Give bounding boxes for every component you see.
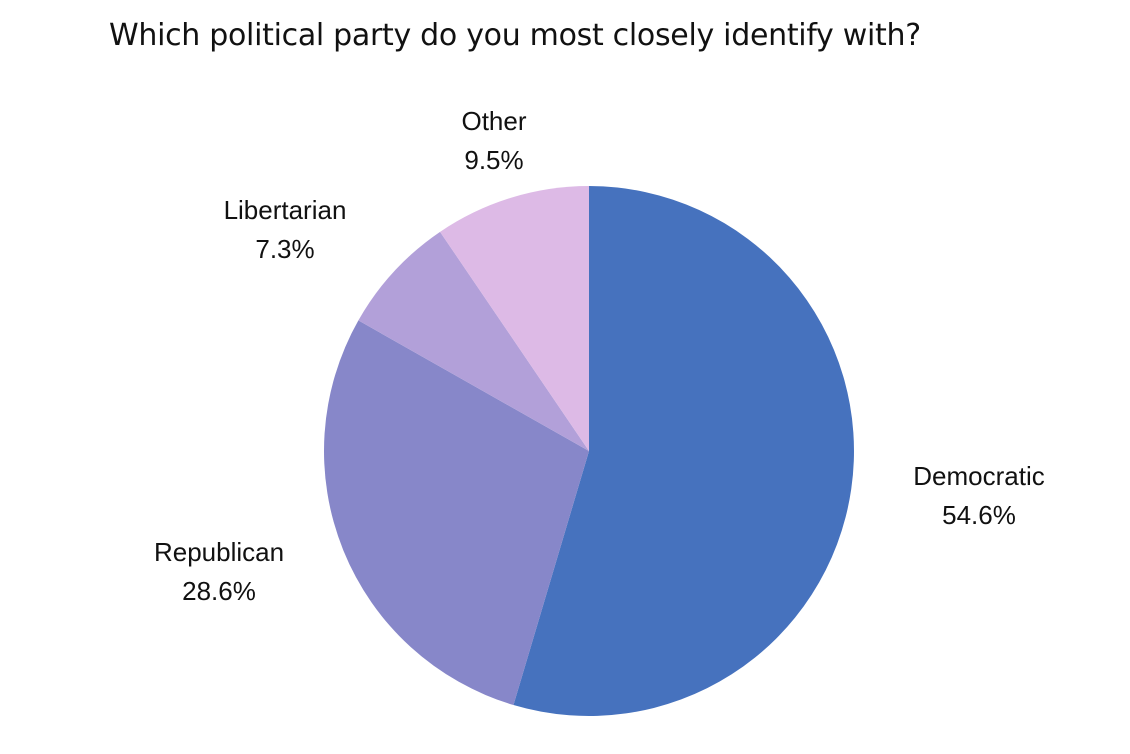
pie-slice-democratic: [513, 186, 854, 716]
pie-slice-libertarian: [358, 231, 589, 451]
slice-label-republican: Republican: [154, 537, 284, 567]
slice-label-other: Other: [461, 106, 526, 136]
slice-label-libertarian: Libertarian: [224, 195, 347, 225]
slice-value-democratic: 54.6%: [942, 500, 1016, 530]
slice-value-libertarian: 7.3%: [255, 234, 314, 264]
slice-label-democratic: Democratic: [913, 461, 1044, 491]
chart-title: Which political party do you most closel…: [109, 18, 921, 53]
slice-value-other: 9.5%: [464, 145, 523, 175]
pie-slice-republican: [323, 320, 589, 706]
pie-slice-other: [440, 186, 589, 451]
slice-value-republican: 28.6%: [182, 576, 256, 606]
